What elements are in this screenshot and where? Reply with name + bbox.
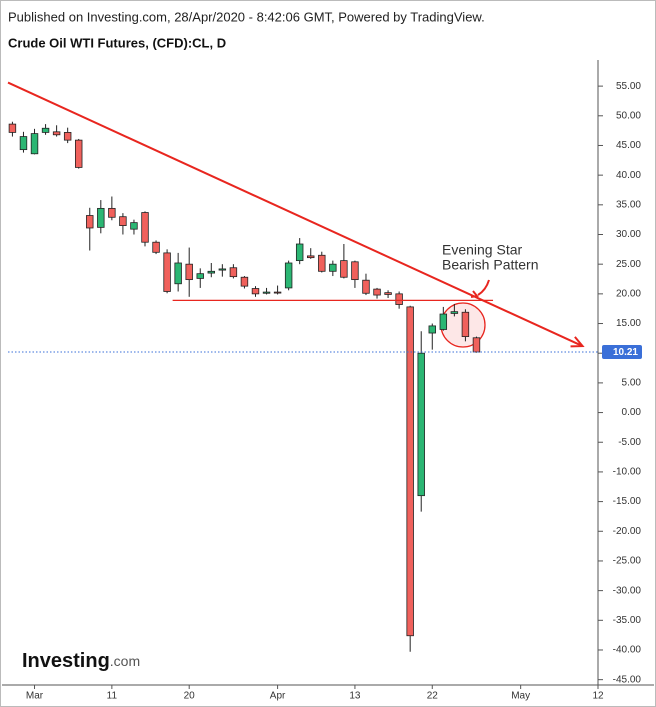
x-tick-label: Apr — [270, 691, 286, 702]
candle-body — [19, 136, 28, 151]
candle-body — [74, 139, 83, 168]
candle-body — [97, 207, 105, 228]
header: Published on Investing.com, 28/Apr/2020 … — [8, 9, 485, 24]
logo-suffix: .com — [110, 653, 140, 669]
candle-body — [284, 262, 293, 289]
candle-body — [362, 279, 370, 294]
candle-body — [207, 270, 216, 274]
candle-body — [185, 263, 193, 281]
annotation: Bearish Pattern — [442, 257, 539, 273]
y-tick-label: 0.00 — [622, 407, 642, 418]
y-tick-label: 30.00 — [616, 229, 641, 240]
candle-body — [439, 313, 448, 330]
candle-body — [229, 267, 238, 278]
candle-body — [196, 273, 204, 279]
trendline-arrowhead — [570, 336, 585, 348]
candle-body — [307, 255, 315, 259]
candle-body — [406, 306, 414, 637]
logo-name: Investing — [22, 650, 110, 672]
candle-body — [141, 212, 149, 243]
candle-body — [163, 252, 171, 292]
y-tick-label: -25.00 — [613, 556, 642, 567]
logo-name: Investing.com — [22, 650, 140, 672]
candle-body — [63, 132, 72, 141]
candle-body — [461, 311, 470, 337]
y-tick-label: 40.00 — [616, 170, 641, 181]
chart-title: Crude Oil WTI Futures, (CFD):CL, D — [8, 35, 226, 50]
x-tick-label: 22 — [427, 691, 439, 702]
y-tick-label: -35.00 — [613, 615, 642, 626]
candles — [8, 121, 481, 652]
y-tick-label: -15.00 — [613, 496, 642, 507]
candle-body — [428, 325, 436, 334]
candle-body — [262, 291, 271, 294]
candle-body — [384, 292, 392, 295]
candle-body — [417, 352, 425, 497]
candle-body — [273, 291, 282, 294]
y-tick-label: 25.00 — [616, 259, 641, 270]
y-tick-label: 15.00 — [616, 318, 641, 329]
candle-body — [108, 207, 116, 218]
y-tick-label: -40.00 — [613, 645, 642, 656]
candle-body — [218, 268, 227, 271]
candle-body — [395, 293, 403, 305]
y-tick-label: -20.00 — [613, 526, 642, 537]
y-tick-label: 35.00 — [616, 199, 641, 210]
last-price-box — [602, 344, 642, 359]
annotation: Evening Star — [442, 242, 522, 258]
y-tick-label: -45.00 — [613, 674, 642, 685]
y-tick-label: 55.00 — [616, 81, 641, 92]
candle-body — [450, 311, 459, 314]
candle-body — [8, 123, 17, 133]
y-tick-label: 20.00 — [616, 288, 641, 299]
candle-body — [86, 215, 94, 229]
candle-body — [30, 133, 39, 155]
pointer-arrow — [477, 279, 490, 296]
candle-body — [472, 337, 481, 353]
candle-body — [240, 276, 249, 287]
candle-body — [152, 241, 160, 253]
candle-body — [119, 216, 127, 226]
y-tick-label: -5.00 — [618, 437, 641, 448]
candle-body — [329, 263, 337, 272]
y-tick-label: -10.00 — [613, 467, 642, 478]
candle-body — [340, 260, 348, 278]
y-tick-label: 5.00 — [622, 378, 642, 389]
x-tick-label: 20 — [184, 691, 196, 702]
y-tick-label: -30.00 — [613, 585, 642, 596]
candle-body — [373, 288, 381, 296]
x-tick-label: Mar — [26, 691, 44, 702]
y-tick-label: 45.00 — [616, 140, 641, 151]
trendline — [7, 81, 583, 347]
candle-body — [251, 288, 260, 295]
candle-body — [295, 243, 304, 262]
x-tick-label: 11 — [107, 691, 118, 702]
y-tick-label: 50.00 — [616, 110, 641, 121]
candle-body — [351, 261, 359, 281]
x-tick-label: May — [511, 691, 530, 702]
candle-body — [318, 254, 326, 272]
candle-body — [52, 131, 61, 136]
candle-body — [174, 262, 182, 285]
candle-body — [41, 127, 50, 133]
x-tick-label: 12 — [592, 691, 604, 702]
candle-body — [130, 222, 138, 230]
last-price-label: 10.21 — [613, 347, 638, 358]
x-tick-label: 13 — [349, 691, 361, 702]
logo: Investing.com — [22, 650, 140, 672]
